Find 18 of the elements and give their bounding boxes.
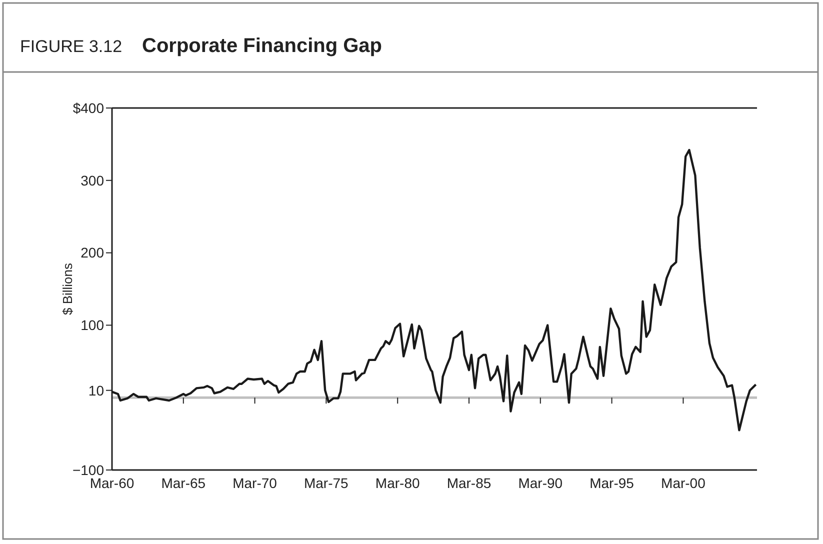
x-tick-label: Mar-85 [446, 475, 492, 491]
x-tick-label: Mar-60 [90, 475, 134, 491]
y-tick-label: 300 [80, 172, 104, 188]
x-tick-label: Mar-00 [661, 475, 706, 491]
x-tick-label: Mar-70 [232, 475, 278, 491]
x-tick-label: Mar-95 [590, 475, 634, 491]
y-tick-label: 10 [88, 382, 104, 398]
y-tick-label: 200 [80, 244, 104, 261]
y-tick-label: $400 [72, 100, 104, 116]
x-tick-label: Mar-80 [375, 475, 420, 491]
y-tick-label: 100 [80, 317, 104, 334]
chart-subtitle: FIGURE 3.12 [20, 37, 122, 56]
y-axis-title: $ Billions [60, 262, 75, 316]
x-tick-label: Mar-75 [304, 475, 349, 491]
chart-title: Corporate Financing Gap [142, 35, 382, 57]
x-tick-label: Mar-65 [161, 475, 206, 491]
x-tick-label: Mar-90 [518, 475, 563, 491]
y-tick-label: −100 [72, 462, 104, 478]
